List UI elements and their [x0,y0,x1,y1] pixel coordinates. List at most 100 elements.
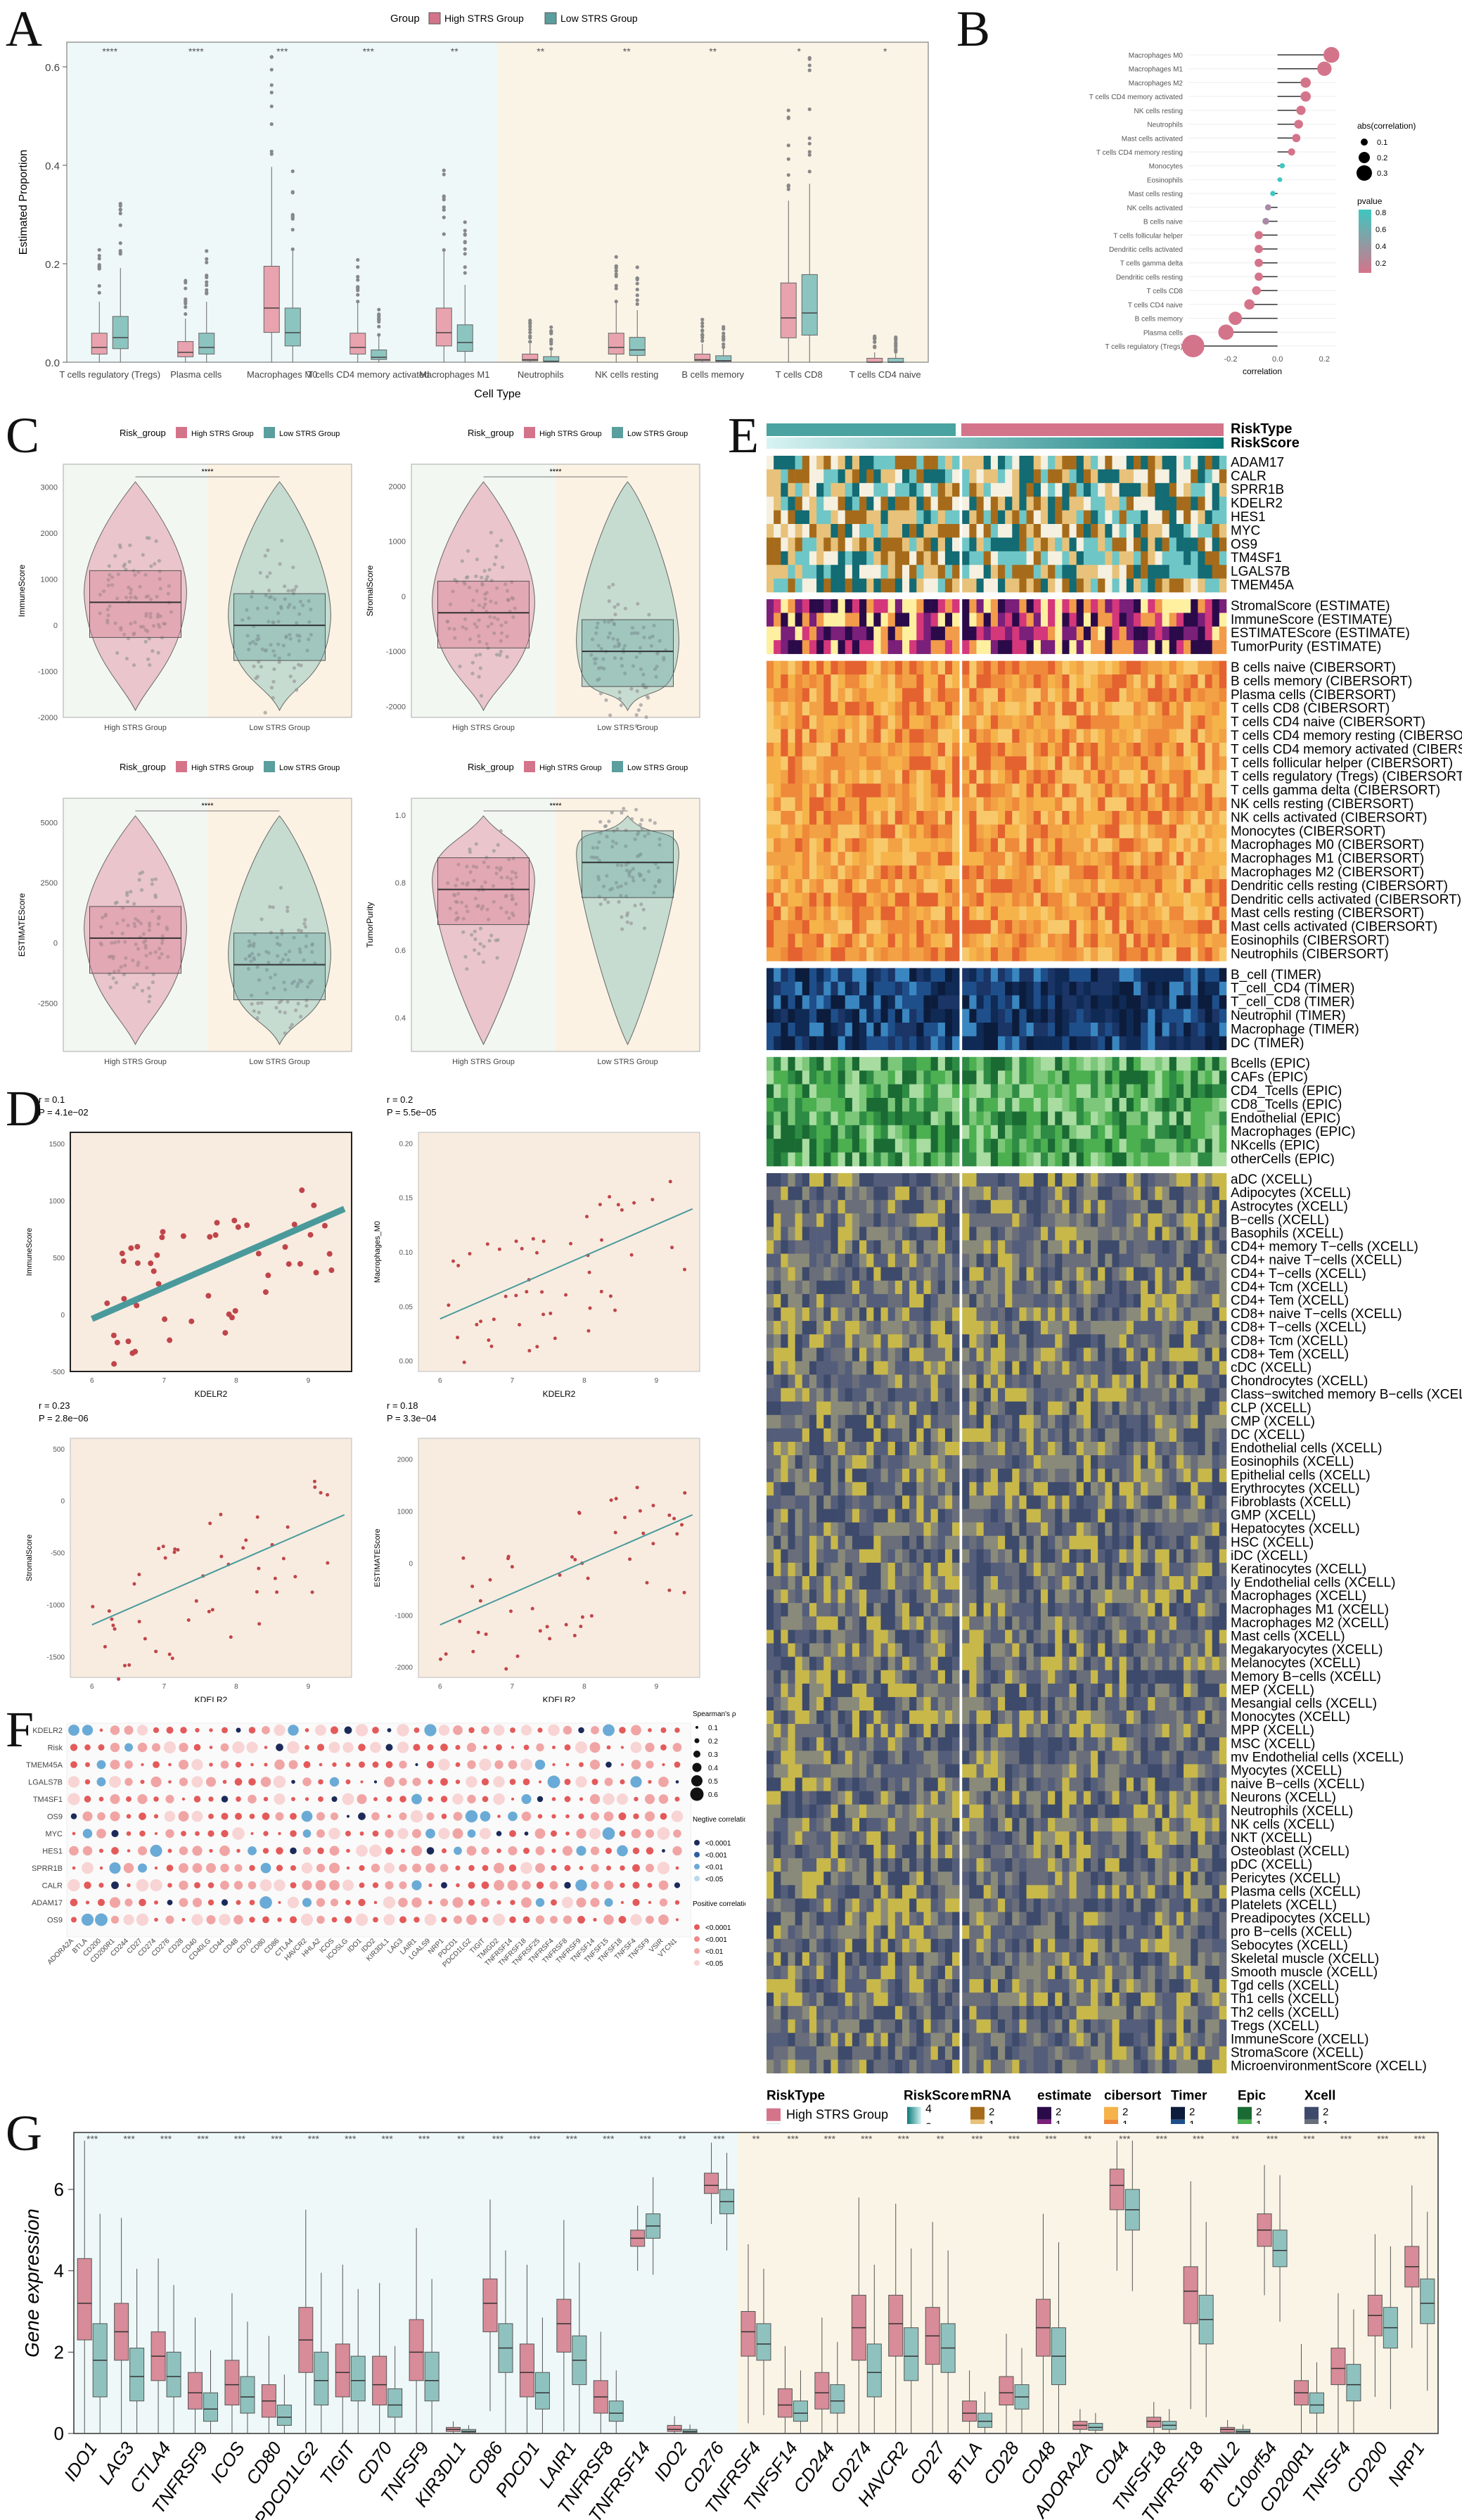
panel-e-cell [944,674,953,689]
panel-c-point [294,584,298,589]
panel-e-cell [1083,456,1091,470]
panel-e-cell [887,626,896,641]
panel-e-cell [1162,456,1170,470]
panel-e-cell [923,551,931,565]
panel-e-cell [962,1009,970,1023]
panel-e-cell [1141,947,1148,961]
panel-e-cell [845,1152,853,1167]
panel-d-xtick-label: 8 [234,1683,238,1691]
panel-d-point [461,1556,466,1560]
panel-e-cell [998,613,1006,627]
panel-e-cell [1184,865,1191,880]
panel-e-cell [816,968,824,983]
panel-e-cell [802,1084,810,1099]
panel-c-point [125,900,130,904]
panel-e-cell [1205,626,1212,641]
panel-c-point [304,934,309,938]
panel-c-point [619,893,623,898]
panel-e-cell [831,824,838,839]
panel-e-cell [1169,1098,1177,1112]
panel-c-point [470,933,474,937]
panel-e-cell [969,769,977,784]
panel-d-point [667,1588,672,1592]
panel-e-cell [809,947,817,961]
panel-e-cell [1069,688,1077,703]
panel-e-cell [887,715,896,729]
panel-e-cell [816,497,824,511]
panel-e-cell [1069,1009,1077,1023]
panel-e-cell [990,933,999,948]
panel-e-cell [1083,1200,1091,1214]
panel-e-cell [859,599,867,613]
panel-e-cell [823,640,831,654]
panel-e-cell [923,933,931,948]
panel-c-point [143,946,148,950]
panel-e-cell [1040,599,1049,613]
panel-c-point [252,957,257,961]
panel-e-cell [880,865,888,880]
panel-e-cell [1212,626,1220,641]
panel-e-cell [1019,756,1027,771]
panel-e-cell [1191,879,1198,893]
panel-e-cell [1198,1036,1205,1051]
panel-c-point [606,635,610,639]
panel-e-cell [1212,537,1220,552]
panel-e-cell [998,469,1006,484]
panel-e-cell [767,783,774,798]
panel-e-cell [952,510,960,525]
panel-e-cell [894,743,903,757]
panel-e-cell [1091,578,1098,593]
panel-e-cell [1212,981,1220,996]
panel-e-cell [1055,674,1063,689]
panel-d-ylabel: ImmuneScore [25,1228,34,1276]
panel-e-cell [852,578,860,593]
panel-e-cell [1069,769,1077,784]
panel-e-cell [1169,482,1177,497]
panel-e-cell [894,1098,903,1112]
panel-c-point [153,877,158,881]
panel-e-cell [1040,879,1049,893]
panel-e-cell [998,1056,1006,1071]
panel-e-cell [1055,756,1063,771]
panel-e-cell [1055,797,1063,812]
panel-e-cell [866,1152,874,1167]
panel-e-cell [809,1187,817,1201]
panel-e-cell [774,797,781,812]
panel-a-box [284,307,301,347]
panel-e-cell [845,565,853,579]
panel-d-point [186,1618,191,1623]
panel-e-cell [894,981,903,996]
panel-e-cell [1048,578,1056,593]
panel-e-cell [816,640,824,654]
panel-e-cell [998,524,1006,538]
panel-e-cell [1076,797,1084,812]
panel-e-cell [1162,1200,1170,1214]
panel-e-cell [880,578,888,593]
panel-e-cell [976,1173,984,1187]
panel-e-cell [1105,797,1112,812]
panel-e-cell [894,1023,903,1037]
panel-e-cell [1112,1070,1120,1085]
panel-a-xtick-label: Plasma cells [170,369,222,380]
panel-e-cell [1133,456,1141,470]
panel-e-cell [1105,497,1112,511]
panel-e-cell [1219,1125,1227,1139]
panel-e-cell [1026,565,1034,579]
panel-e-cell [916,565,924,579]
panel-e-cell [809,510,817,525]
panel-e-cell [976,551,984,565]
panel-e-cell [781,599,788,613]
panel-e-cell [1155,1152,1162,1167]
panel-e-cell [1076,783,1084,798]
panel-e-cell [1198,947,1205,961]
panel-e-cell [795,769,803,784]
panel-e-cell [1048,933,1056,948]
panel-e-cell [969,1009,977,1023]
panel-e-cell [952,1084,960,1099]
panel-e-cell [923,838,931,852]
panel-e-cell [937,469,946,484]
panel-e-cell [1083,968,1091,983]
panel-e-cell [1176,551,1184,565]
panel-e-cell [894,1084,903,1099]
panel-d-frame [70,1132,352,1372]
